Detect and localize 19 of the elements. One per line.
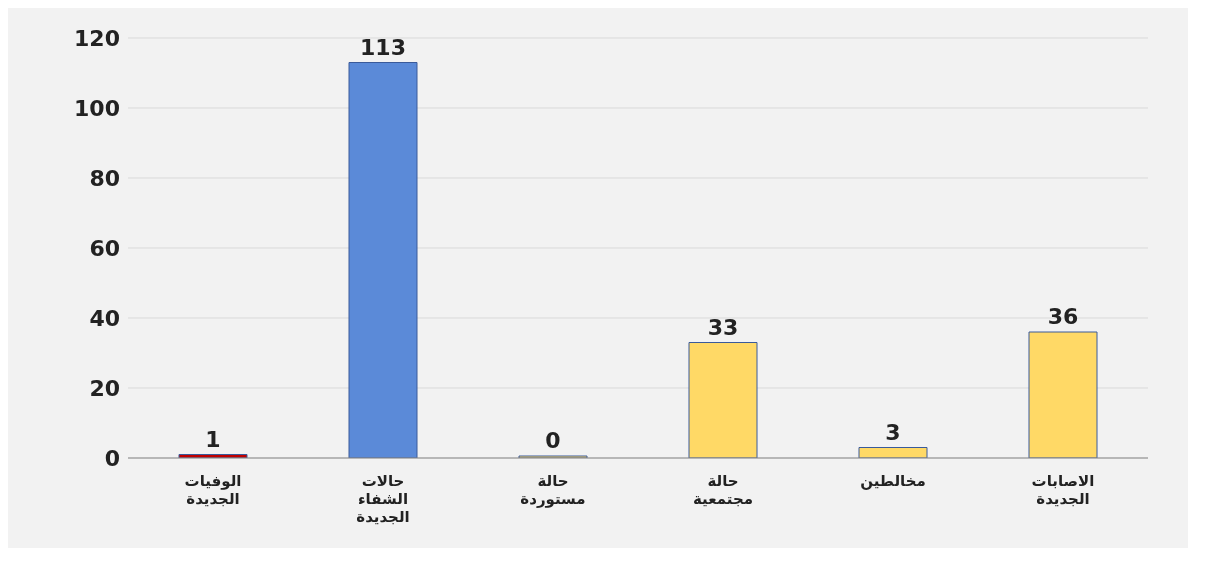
- x-tick-label: حالة مجتمعية: [693, 472, 753, 508]
- data-label: 1: [205, 426, 221, 452]
- y-tick-label: 40: [89, 305, 120, 331]
- data-label: 0: [545, 428, 561, 453]
- y-tick-label: 20: [89, 375, 120, 401]
- x-tick-label: مخالطين: [860, 472, 926, 490]
- data-label: 113: [360, 34, 406, 60]
- x-tick-label: الاصابات الجديدة: [1031, 472, 1095, 508]
- data-label: 36: [1047, 304, 1079, 329]
- x-tick-label: حالات الشفاء الجديدة: [356, 472, 410, 526]
- x-tick-label: الوفيات الجديدة: [184, 472, 242, 508]
- y-tick-label: 120: [74, 25, 120, 51]
- y-tick-label: 100: [74, 95, 120, 121]
- data-label: 33: [707, 314, 739, 340]
- x-tick-label: حالة مستوردة: [520, 472, 586, 508]
- y-tick-label: 60: [89, 235, 120, 261]
- y-tick-label: 80: [89, 165, 120, 191]
- y-tick-label: 0: [104, 445, 120, 471]
- data-label: 3: [885, 419, 901, 445]
